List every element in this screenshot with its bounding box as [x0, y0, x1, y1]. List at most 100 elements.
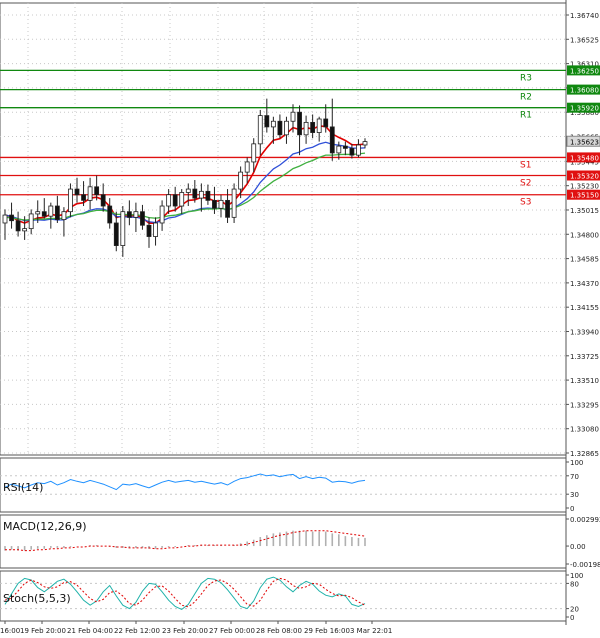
candle-body	[41, 211, 47, 217]
y-tick-label: 1.33725	[570, 353, 599, 361]
candle-body	[310, 121, 316, 133]
y-tick-label: 1.35015	[570, 207, 599, 215]
candle-body	[146, 224, 152, 237]
y-tick-label: 1.34370	[570, 280, 599, 288]
y-tick-label: 30	[570, 491, 579, 499]
level-value-r2: 1.36080	[570, 87, 599, 95]
candle-body	[316, 118, 322, 133]
candle-body	[349, 147, 355, 156]
x-tick-label: 22 Feb 12:00	[114, 627, 160, 635]
candle-body	[297, 111, 302, 136]
level-tag-s1	[567, 152, 600, 163]
candle-body	[166, 194, 172, 207]
x-tick-label: 19 Feb 20:00	[20, 627, 66, 635]
candle-body	[356, 144, 361, 156]
candle-body	[284, 120, 289, 136]
candle-body	[48, 205, 54, 217]
candle-body	[362, 141, 368, 146]
level-value-r3: 1.36250	[570, 67, 599, 75]
indicator-titles: RSI(14) MACD(12,26,9) Stoch(5,5,3)	[3, 481, 87, 605]
y-tick-label: 70	[570, 473, 579, 481]
current-price-tag: 1.35623	[566, 135, 600, 147]
x-tick-label: 28 Feb 08:00	[256, 627, 302, 635]
candle-body	[277, 120, 283, 136]
candle-body	[329, 126, 335, 154]
candle-body	[35, 211, 41, 215]
candle-body	[68, 188, 73, 213]
candle-body	[28, 213, 34, 230]
y-tick-label: 0.002992	[570, 516, 600, 524]
candle-body	[244, 161, 250, 173]
level-tag-s2	[567, 170, 600, 181]
level-name-r1: R1	[520, 111, 532, 121]
stoch-title: Stoch(5,5,3)	[3, 592, 71, 605]
macd-title: MACD(12,26,9)	[3, 520, 87, 533]
rsi-title: RSI(14)	[3, 481, 43, 494]
y-tick-label: 0	[570, 505, 574, 513]
y-tick-label: 80	[570, 580, 579, 588]
candle-body	[126, 211, 132, 218]
candle-body	[22, 228, 28, 232]
candle-body	[212, 199, 217, 209]
level-name-s2: S2	[520, 179, 531, 189]
y-tick-label: 1.32865	[570, 450, 599, 458]
x-tick-label: 16:00	[0, 627, 20, 635]
y-tick-label: 0	[570, 614, 574, 622]
candle-body	[81, 194, 86, 201]
candle-body	[323, 118, 329, 128]
x-tick-label: 3 Mar 22:01	[350, 627, 392, 635]
level-name-s3: S3	[520, 198, 531, 208]
candle-body	[218, 199, 224, 209]
grid-lines	[0, 3, 566, 455]
level-value-s3: 1.35150	[570, 192, 599, 200]
panel-frames	[0, 0, 567, 625]
x-tick-label: 23 Feb 20:00	[162, 627, 208, 635]
level-tag-r2	[567, 84, 600, 95]
candles	[2, 98, 368, 257]
current-price-box	[566, 135, 600, 147]
macd-signal-line	[5, 530, 366, 552]
y-tick-label: 20	[570, 606, 579, 614]
candle-body	[107, 205, 113, 224]
candle-body	[153, 222, 158, 237]
x-tick-label: 29 Feb 16:00	[304, 627, 350, 635]
candle-body	[159, 205, 165, 224]
y-tick-label: 1.36310	[570, 61, 599, 69]
candle-body	[179, 192, 185, 207]
candle-body	[198, 190, 204, 199]
y-tick-label: 1.33510	[570, 377, 599, 385]
candle-body	[257, 115, 263, 145]
candle-body	[192, 188, 198, 199]
level-name-r2: R2	[520, 93, 532, 103]
candle-body	[270, 120, 276, 128]
y-tick-label: 100	[570, 459, 583, 467]
candle-body	[133, 211, 139, 218]
level-tag-s3	[567, 189, 600, 200]
candle-body	[120, 211, 126, 246]
candle-body	[225, 199, 230, 218]
candle-body	[140, 211, 145, 226]
macd-panel	[4, 530, 366, 552]
candle-body	[172, 194, 178, 207]
y-tick-label: 1.33295	[570, 401, 599, 409]
stoch-main-line	[4, 576, 366, 610]
y-tick-label: 1.34585	[570, 256, 599, 264]
candle-body	[238, 171, 244, 190]
candle-body	[61, 211, 67, 220]
candle-body	[2, 214, 8, 224]
y-tick-label: 0.00	[570, 543, 586, 551]
level-value-s1: 1.35480	[570, 154, 599, 162]
candle-body	[100, 194, 106, 207]
candle-body	[264, 115, 270, 128]
candle-body	[251, 143, 257, 163]
x-tick-label: 21 Feb 04:00	[67, 627, 113, 635]
level-name-s1: S1	[520, 160, 531, 170]
level-tag-r1	[567, 102, 600, 113]
level-value-s2: 1.35320	[570, 173, 599, 181]
candle-body	[87, 186, 93, 201]
y-tick-label: 1.34800	[570, 231, 599, 239]
y-tick-label: 1.33080	[570, 426, 599, 434]
current-price-label: 1.35623	[570, 138, 599, 146]
y-tick-label: 100	[570, 572, 583, 580]
